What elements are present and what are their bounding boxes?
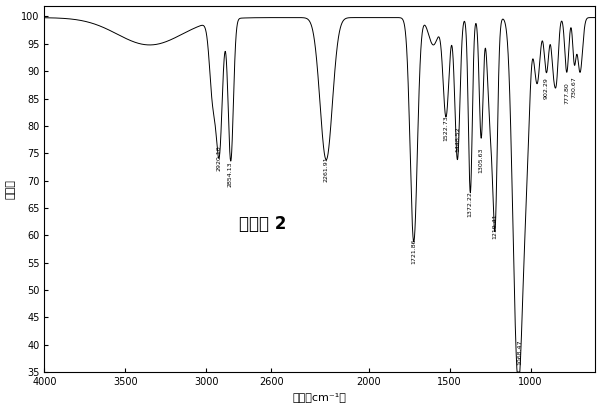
Text: 902.29: 902.29 — [544, 77, 549, 99]
Y-axis label: 透射率: 透射率 — [5, 179, 16, 199]
Text: 2920.10: 2920.10 — [217, 145, 222, 171]
Text: 2854.13: 2854.13 — [228, 162, 233, 187]
Text: 777.80: 777.80 — [564, 82, 569, 104]
X-axis label: 波数（cm⁻¹）: 波数（cm⁻¹） — [293, 392, 347, 402]
Text: 1448.52: 1448.52 — [456, 126, 460, 151]
Text: 1219.41: 1219.41 — [493, 213, 498, 239]
Text: 1372.22: 1372.22 — [468, 191, 473, 217]
Text: 1068.47: 1068.47 — [517, 339, 522, 365]
Text: 1721.86: 1721.86 — [411, 238, 416, 264]
Text: 實施例 2: 實施例 2 — [239, 215, 286, 233]
Text: 1305.63: 1305.63 — [478, 148, 484, 173]
Text: 1522.73: 1522.73 — [444, 115, 448, 141]
Text: 730.67: 730.67 — [572, 77, 577, 98]
Text: 2261.91: 2261.91 — [324, 156, 329, 182]
